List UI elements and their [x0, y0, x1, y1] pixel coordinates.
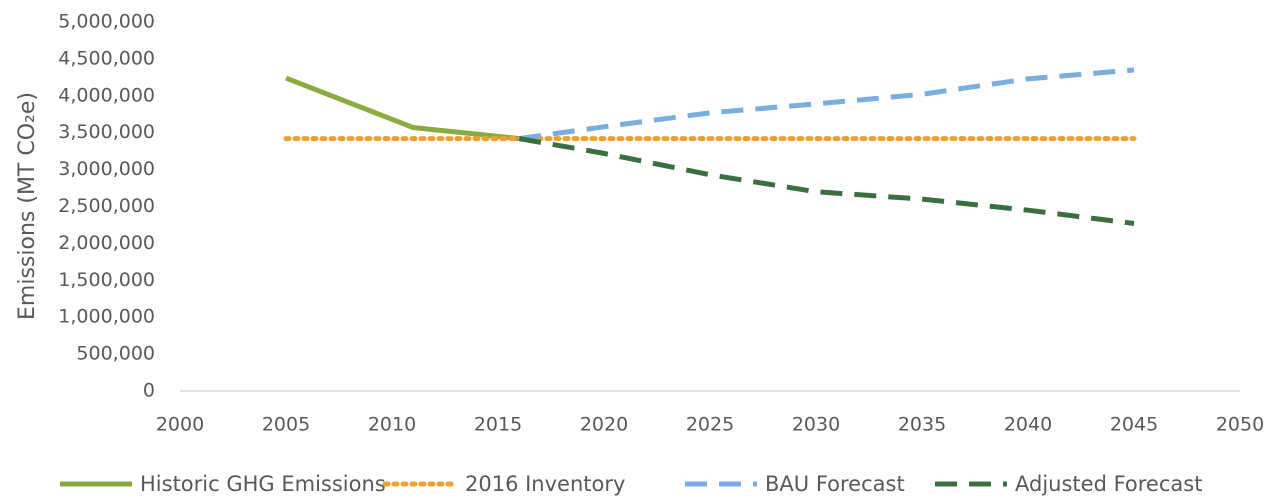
- y-tick-label: 500,000: [76, 343, 155, 365]
- x-tick-label: 2045: [1110, 414, 1158, 436]
- x-tick-label: 2025: [686, 414, 734, 436]
- x-tick-label: 2000: [156, 414, 204, 436]
- y-tick-label: 1,000,000: [58, 306, 155, 328]
- y-tick-label: 4,000,000: [58, 84, 155, 106]
- y-tick-label: 4,500,000: [58, 47, 155, 69]
- x-tick-label: 2015: [474, 414, 522, 436]
- x-tick-label: 2020: [580, 414, 628, 436]
- series-line: [518, 136, 1135, 226]
- x-tick-label: 2050: [1216, 414, 1264, 436]
- legend-label: BAU Forecast: [765, 472, 905, 496]
- x-tick-label: 2035: [898, 414, 946, 436]
- series-line: [285, 75, 520, 142]
- y-tick-label: 0: [143, 380, 155, 402]
- x-tick-label: 2005: [262, 414, 310, 436]
- y-tick-label: 1,500,000: [58, 269, 155, 291]
- x-tick-label: 2040: [1004, 414, 1052, 436]
- y-tick-label: 2,500,000: [58, 195, 155, 217]
- legend-label: Historic GHG Emissions: [140, 472, 386, 496]
- y-tick-label: 5,000,000: [58, 11, 155, 33]
- legend-label: 2016 Inventory: [465, 472, 625, 496]
- series-line: [518, 67, 1135, 142]
- x-tick-label: 2030: [792, 414, 840, 436]
- y-axis-label: Emissions (MT CO₂e): [15, 92, 40, 320]
- y-tick-label: 3,000,000: [58, 158, 155, 180]
- x-tick-label: 2010: [368, 414, 416, 436]
- y-tick-label: 3,500,000: [58, 121, 155, 143]
- y-tick-label: 2,000,000: [58, 232, 155, 254]
- legend-label: Adjusted Forecast: [1015, 472, 1202, 496]
